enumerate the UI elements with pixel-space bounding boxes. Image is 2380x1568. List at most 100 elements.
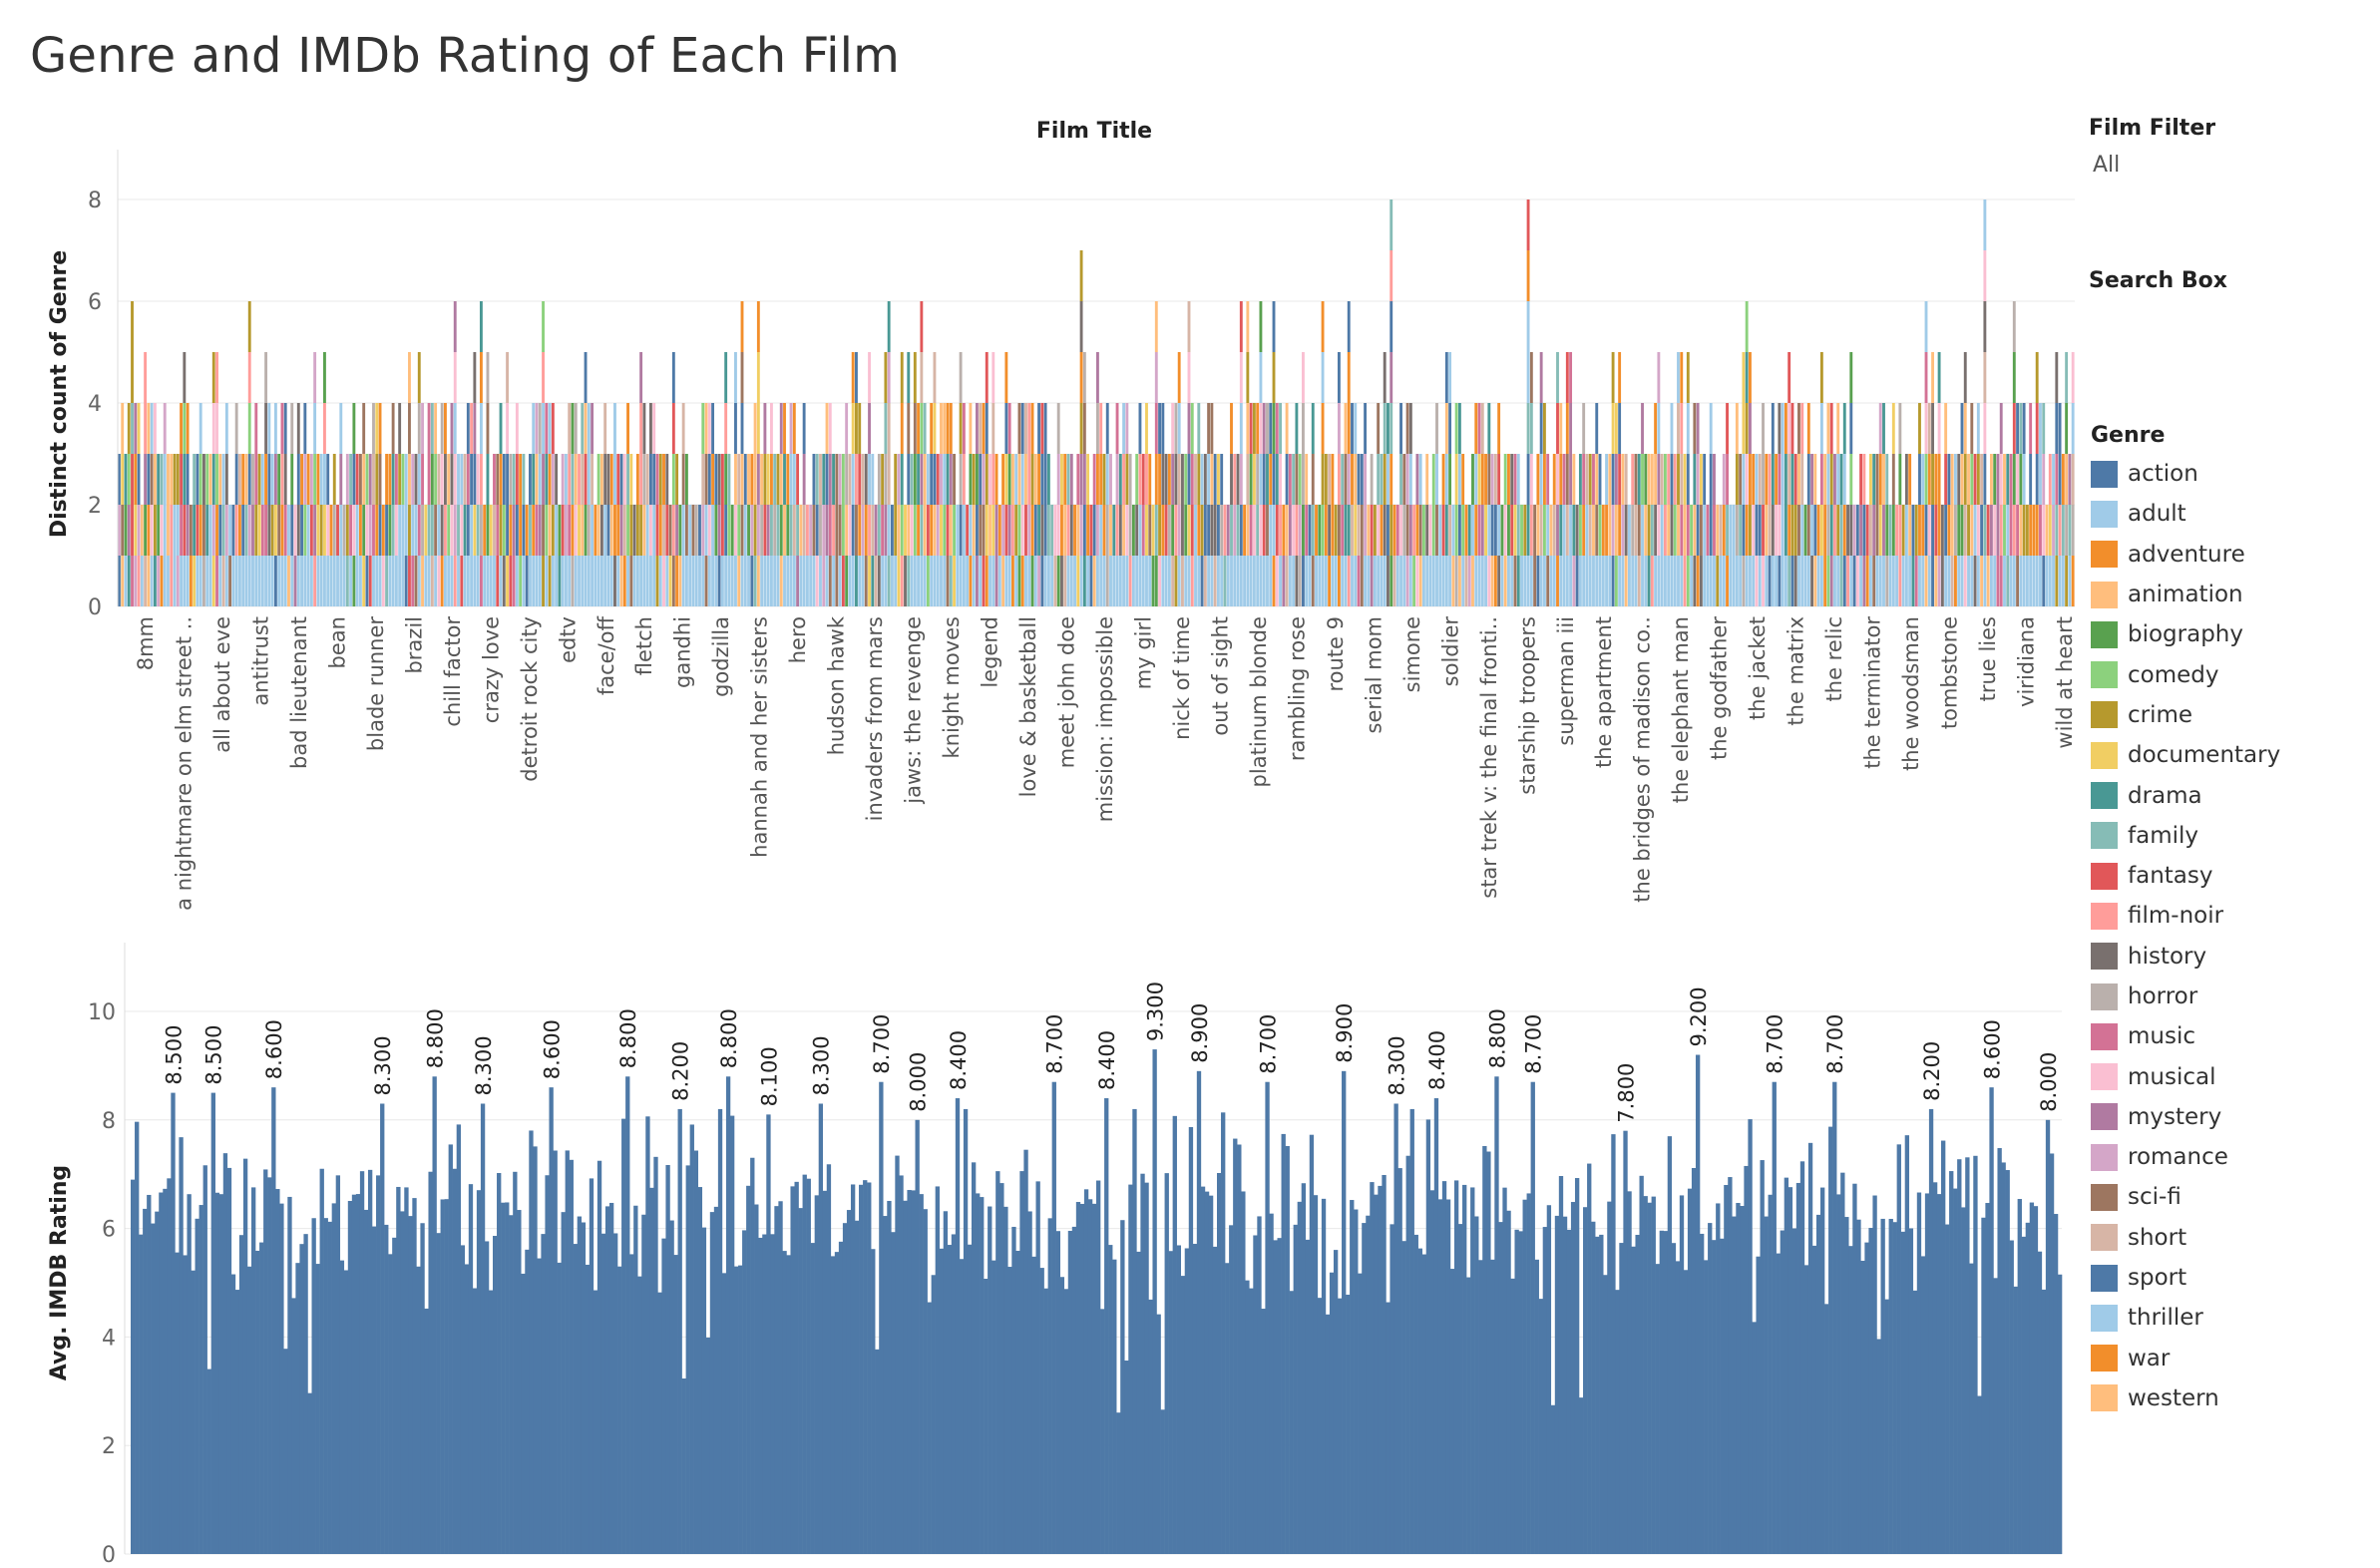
top-bar-segment xyxy=(655,505,659,556)
top-bar-segment xyxy=(1096,403,1099,454)
legend-item-war[interactable]: war xyxy=(2091,1339,2280,1378)
top-bar-segment xyxy=(470,505,474,556)
bottom-bar xyxy=(935,1186,940,1554)
top-bar-segment xyxy=(1859,505,1863,556)
legend-item-short[interactable]: short xyxy=(2091,1218,2280,1258)
top-bar-segment xyxy=(1849,352,1853,403)
bottom-bar xyxy=(980,1197,985,1554)
top-bar-segment xyxy=(1138,454,1142,505)
legend-item-drama[interactable]: drama xyxy=(2091,775,2280,815)
top-x-tick-label: face/off xyxy=(595,615,618,695)
top-bar-segment xyxy=(548,454,552,505)
top-bar-segment xyxy=(609,556,613,606)
legend-item-mystery[interactable]: mystery xyxy=(2091,1097,2280,1137)
top-bar-segment xyxy=(1259,505,1263,556)
top-bar-segment xyxy=(1125,403,1129,454)
legend-label: animation xyxy=(2128,582,2243,608)
top-bar-segment xyxy=(1380,505,1384,556)
top-bar-segment xyxy=(1347,403,1351,454)
top-bar-segment xyxy=(183,403,187,454)
top-bar-segment xyxy=(453,556,457,606)
top-bar-segment xyxy=(994,505,998,556)
bottom-bar xyxy=(1091,1203,1097,1554)
top-bar-segment xyxy=(339,556,343,606)
top-bar-segment xyxy=(558,556,562,606)
bottom-peak-label: 8.800 xyxy=(1485,1008,1509,1068)
bottom-bar xyxy=(1059,1277,1065,1554)
bottom-bar xyxy=(1039,1268,1044,1554)
top-bar-segment xyxy=(933,556,937,606)
legend-item-documentary[interactable]: documentary xyxy=(2091,735,2280,775)
top-bar-segment xyxy=(1076,556,1080,606)
top-bar-segment xyxy=(943,403,947,454)
top-bar-segment xyxy=(1670,454,1674,505)
top-bar-segment xyxy=(303,505,307,556)
top-bar-segment xyxy=(1020,505,1024,556)
top-bar-segment xyxy=(1389,250,1393,301)
top-bar-segment xyxy=(1924,301,1928,352)
top-bar-segment xyxy=(1001,556,1005,606)
top-bar-segment xyxy=(1989,556,1993,606)
top-bar-segment xyxy=(1428,505,1432,556)
bottom-bar xyxy=(1397,1168,1402,1554)
top-bar-segment xyxy=(1618,505,1622,556)
top-bar-segment xyxy=(434,403,438,454)
top-bar-segment xyxy=(1377,454,1381,505)
top-bar-segment xyxy=(1996,454,2000,505)
top-bar-segment xyxy=(1637,454,1641,505)
bottom-bar xyxy=(1916,1192,1922,1554)
top-bar-segment xyxy=(1536,454,1540,505)
top-bar-segment xyxy=(1027,505,1031,556)
top-bar-segment xyxy=(247,301,251,352)
legend-item-animation[interactable]: animation xyxy=(2091,575,2280,614)
top-bar-segment xyxy=(1154,556,1158,606)
legend-item-biography[interactable]: biography xyxy=(2091,614,2280,654)
top-bar-segment xyxy=(529,556,532,606)
top-bar-segment xyxy=(1001,454,1005,505)
legend-item-adult[interactable]: adult xyxy=(2091,494,2280,534)
top-bar-segment xyxy=(1937,505,1941,556)
top-bar-segment xyxy=(1043,556,1047,606)
legend-item-western[interactable]: western xyxy=(2091,1378,2280,1418)
top-bar-segment xyxy=(1370,454,1374,505)
top-bar-segment xyxy=(825,454,829,505)
film-filter-dropdown[interactable]: All xyxy=(2093,153,2121,178)
legend-swatch xyxy=(2091,1183,2118,1211)
top-bar-segment xyxy=(858,505,862,556)
bottom-bar xyxy=(372,1226,377,1554)
legend-item-family[interactable]: family xyxy=(2091,816,2280,856)
top-bar-segment xyxy=(1934,505,1938,556)
bottom-bar xyxy=(2045,1119,2051,1554)
top-bar-segment xyxy=(962,454,966,505)
legend-item-sport[interactable]: sport xyxy=(2091,1258,2280,1298)
legend-item-adventure[interactable]: adventure xyxy=(2091,535,2280,575)
bottom-bar xyxy=(1325,1314,1331,1554)
top-bar-segment xyxy=(992,454,995,505)
legend-item-horror[interactable]: horror xyxy=(2091,977,2280,1016)
bottom-bar xyxy=(596,1160,602,1554)
top-bar-segment xyxy=(1611,352,1615,403)
top-bar-segment xyxy=(711,403,715,454)
legend-item-fantasy[interactable]: fantasy xyxy=(2091,856,2280,896)
bottom-bar xyxy=(1803,1265,1809,1554)
legend-item-history[interactable]: history xyxy=(2091,937,2280,977)
legend-item-comedy[interactable]: comedy xyxy=(2091,654,2280,694)
legend-item-sci-fi[interactable]: sci-fi xyxy=(2091,1177,2280,1217)
top-bar-segment xyxy=(1865,556,1869,606)
top-bar-segment xyxy=(1921,556,1925,606)
top-bar-segment xyxy=(1565,352,1569,403)
legend-item-thriller[interactable]: thriller xyxy=(2091,1298,2280,1338)
top-bar-segment xyxy=(1024,454,1027,505)
top-bar-segment xyxy=(290,403,294,454)
legend-item-action[interactable]: action xyxy=(2091,454,2280,494)
top-bar-segment xyxy=(1145,454,1148,505)
legend-item-film-noir[interactable]: film-noir xyxy=(2091,896,2280,936)
search-box-label[interactable]: Search Box xyxy=(2089,268,2227,293)
legend-item-music[interactable]: music xyxy=(2091,1016,2280,1056)
top-bar-segment xyxy=(1647,556,1651,606)
top-bar-segment xyxy=(1673,454,1677,505)
top-bar-segment xyxy=(1885,505,1889,556)
legend-item-romance[interactable]: romance xyxy=(2091,1137,2280,1177)
legend-item-musical[interactable]: musical xyxy=(2091,1056,2280,1096)
legend-item-crime[interactable]: crime xyxy=(2091,695,2280,735)
